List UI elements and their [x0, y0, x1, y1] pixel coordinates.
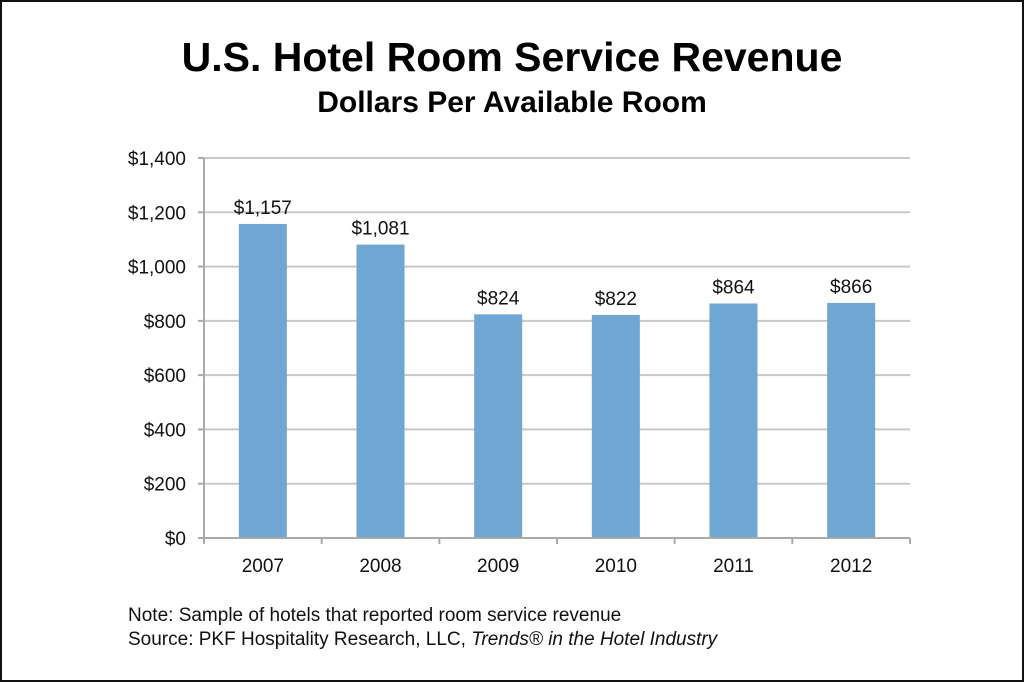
x-tick-label: 2011 [713, 556, 754, 577]
bar-2012 [827, 302, 876, 538]
x-tick-label: 2009 [477, 556, 519, 577]
y-tick-label: $1,000 [128, 258, 186, 279]
data-label: $1,081 [351, 219, 409, 240]
y-tick-label: $0 [165, 529, 186, 550]
y-tick-label: $800 [144, 312, 186, 333]
source-prefix: Source: PKF Hospitality Research, LLC, [128, 629, 472, 650]
data-label: $824 [477, 288, 520, 309]
bar-2008 [356, 244, 405, 539]
chart-subtitle: Dollars Per Available Room [317, 86, 707, 119]
x-tick-label: 2008 [359, 556, 401, 577]
bar-2007 [238, 223, 287, 538]
data-label: $822 [595, 289, 637, 310]
y-tick-label: $1,200 [128, 203, 186, 224]
source-text: Source: PKF Hospitality Research, LLC, T… [128, 628, 717, 652]
chart-title: U.S. Hotel Room Service Revenue [181, 34, 843, 80]
x-tick-label: 2012 [830, 556, 872, 577]
chart-footer: Note: Sample of hotels that reported roo… [128, 604, 717, 652]
bar-2009 [474, 314, 523, 538]
x-tick-label: 2007 [242, 556, 284, 577]
data-label: $864 [712, 277, 755, 298]
data-label: $866 [830, 277, 872, 298]
y-tick-label: $400 [144, 420, 186, 441]
source-title: Trends® in the Hotel Industry [471, 629, 718, 650]
note-text: Note: Sample of hotels that reported roo… [128, 605, 622, 626]
bar-2010 [591, 314, 640, 538]
y-tick-label: $1,400 [128, 149, 186, 170]
y-tick-label: $200 [144, 475, 186, 496]
x-tick-label: 2010 [595, 556, 637, 577]
data-label: $1,157 [234, 198, 292, 219]
bar-2011 [709, 303, 758, 538]
y-tick-label: $600 [144, 366, 186, 387]
